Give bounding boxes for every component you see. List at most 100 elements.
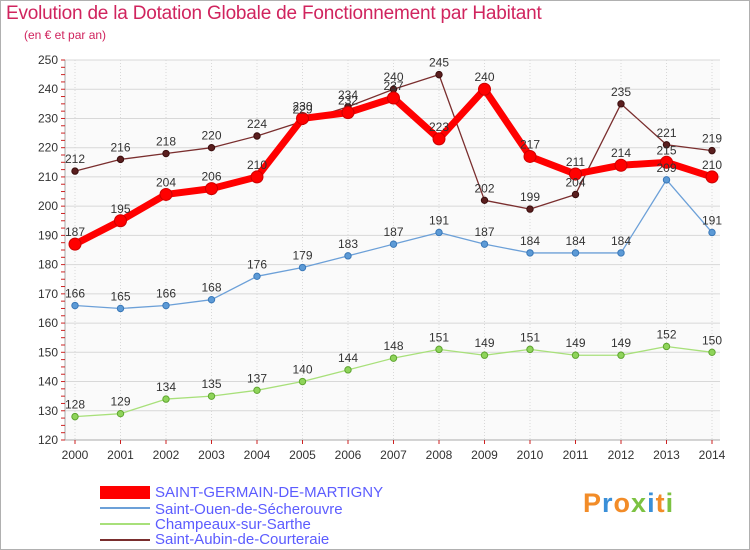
data-label-saint-germain: 223 bbox=[429, 120, 449, 134]
data-point-saint-germain bbox=[296, 111, 309, 125]
data-point-saint-ouen bbox=[571, 249, 580, 257]
x-tick-label: 2009 bbox=[471, 448, 498, 462]
data-label-saint-germain: 230 bbox=[292, 99, 312, 113]
data-label-saint-ouen: 191 bbox=[429, 213, 449, 227]
y-tick-label: 160 bbox=[38, 316, 58, 330]
data-label-saint-aubin: 202 bbox=[474, 181, 494, 195]
data-point-saint-ouen bbox=[617, 249, 625, 257]
data-point-saint-ouen bbox=[116, 304, 125, 313]
data-point-saint-germain bbox=[478, 82, 491, 96]
y-tick-label: 130 bbox=[38, 404, 58, 418]
data-point-saint-ouen bbox=[344, 252, 352, 260]
data-label-champeaux: 129 bbox=[110, 395, 130, 409]
data-label-champeaux: 144 bbox=[338, 351, 358, 365]
legend-swatch-saint-aubin bbox=[100, 539, 150, 541]
data-point-saint-germain bbox=[341, 106, 355, 120]
data-point-saint-ouen bbox=[480, 240, 489, 248]
data-label-champeaux: 137 bbox=[247, 371, 267, 385]
data-point-champeaux bbox=[662, 342, 671, 351]
data-label-champeaux: 152 bbox=[656, 327, 676, 341]
y-tick-label: 210 bbox=[38, 170, 58, 184]
x-tick-label: 2001 bbox=[107, 448, 134, 462]
data-point-champeaux bbox=[344, 366, 352, 374]
x-tick-label: 2003 bbox=[198, 448, 225, 462]
data-point-champeaux bbox=[71, 412, 79, 421]
y-tick-label: 240 bbox=[38, 82, 58, 96]
data-point-saint-ouen bbox=[435, 228, 443, 237]
data-point-champeaux bbox=[571, 351, 580, 359]
x-tick-label: 2013 bbox=[653, 448, 680, 462]
y-tick-label: 140 bbox=[38, 375, 58, 389]
data-point-saint-aubin bbox=[662, 141, 671, 149]
data-point-saint-germain bbox=[114, 214, 127, 228]
data-label-saint-aubin: 240 bbox=[383, 70, 403, 84]
data-label-saint-ouen: 183 bbox=[338, 237, 358, 251]
data-label-champeaux: 149 bbox=[611, 336, 631, 350]
legend-label-saint-germain: SAINT-GERMAIN-DE-MARTIGNY bbox=[155, 484, 384, 501]
data-label-saint-aubin: 221 bbox=[656, 126, 676, 140]
data-label-saint-aubin: 216 bbox=[110, 140, 130, 154]
legend-swatch-saint-ouen bbox=[100, 507, 150, 509]
data-label-saint-ouen: 165 bbox=[110, 289, 130, 303]
y-tick-label: 150 bbox=[38, 345, 58, 359]
data-point-champeaux bbox=[207, 392, 216, 400]
data-label-saint-aubin: 219 bbox=[702, 132, 722, 146]
data-point-saint-aubin bbox=[480, 196, 489, 205]
x-tick-label: 2006 bbox=[335, 448, 362, 462]
data-point-saint-aubin bbox=[526, 205, 534, 213]
data-point-saint-germain bbox=[523, 149, 537, 163]
data-label-saint-aubin: 199 bbox=[520, 190, 540, 204]
data-label-saint-ouen: 184 bbox=[611, 234, 631, 248]
data-label-champeaux: 134 bbox=[156, 380, 176, 394]
data-point-champeaux bbox=[708, 348, 716, 357]
legend-label-champeaux: Champeaux-sur-Sarthe bbox=[155, 516, 311, 533]
data-label-champeaux: 151 bbox=[520, 330, 540, 344]
data-label-saint-germain: 232 bbox=[338, 94, 358, 108]
data-label-champeaux: 149 bbox=[565, 336, 585, 350]
data-point-saint-germain bbox=[387, 91, 400, 105]
data-label-saint-germain: 214 bbox=[611, 146, 631, 160]
data-label-saint-aubin: 212 bbox=[65, 152, 85, 166]
data-point-saint-aubin bbox=[617, 100, 625, 108]
data-point-saint-germain bbox=[614, 158, 628, 172]
data-label-saint-aubin: 204 bbox=[565, 175, 585, 189]
data-point-saint-aubin bbox=[116, 155, 125, 164]
data-point-saint-ouen bbox=[162, 301, 170, 310]
x-tick-label: 2012 bbox=[608, 448, 635, 462]
data-point-champeaux bbox=[435, 345, 443, 354]
data-point-saint-aubin bbox=[435, 70, 443, 79]
data-label-saint-ouen: 187 bbox=[383, 225, 403, 239]
data-label-champeaux: 148 bbox=[383, 339, 403, 353]
data-point-champeaux bbox=[526, 345, 534, 354]
data-label-saint-ouen: 166 bbox=[65, 287, 85, 301]
data-point-saint-germain bbox=[250, 170, 264, 184]
legend-swatch-champeaux bbox=[100, 523, 150, 525]
data-label-champeaux: 151 bbox=[429, 330, 449, 344]
data-label-saint-aubin: 229 bbox=[292, 102, 312, 116]
data-label-saint-germain: 211 bbox=[566, 155, 585, 169]
y-tick-label: 170 bbox=[38, 287, 58, 301]
y-tick-label: 180 bbox=[38, 258, 58, 272]
data-label-saint-aubin: 235 bbox=[611, 85, 631, 99]
data-point-champeaux bbox=[298, 377, 307, 386]
data-label-saint-aubin: 234 bbox=[338, 88, 358, 102]
data-point-saint-aubin bbox=[71, 167, 79, 175]
x-tick-label: 2005 bbox=[289, 448, 316, 462]
data-point-saint-ouen bbox=[207, 295, 216, 304]
data-label-saint-ouen: 168 bbox=[201, 281, 221, 295]
data-point-saint-aubin bbox=[162, 149, 170, 158]
chart-title: Evolution de la Dotation Globale de Fonc… bbox=[6, 3, 542, 24]
x-tick-label: 2010 bbox=[517, 448, 544, 462]
data-point-champeaux bbox=[116, 409, 125, 418]
data-label-saint-ouen: 209 bbox=[656, 161, 676, 175]
y-tick-label: 120 bbox=[38, 433, 58, 447]
data-point-champeaux bbox=[253, 386, 261, 395]
data-point-saint-ouen bbox=[662, 176, 671, 184]
data-label-saint-ouen: 166 bbox=[156, 287, 176, 301]
x-tick-label: 2007 bbox=[380, 448, 407, 462]
legend-label-saint-ouen: Saint-Ouen-de-Sécherouvre bbox=[155, 501, 343, 518]
x-tick-label: 2008 bbox=[426, 448, 453, 462]
data-point-saint-ouen bbox=[708, 228, 716, 237]
data-point-saint-aubin bbox=[708, 146, 716, 155]
